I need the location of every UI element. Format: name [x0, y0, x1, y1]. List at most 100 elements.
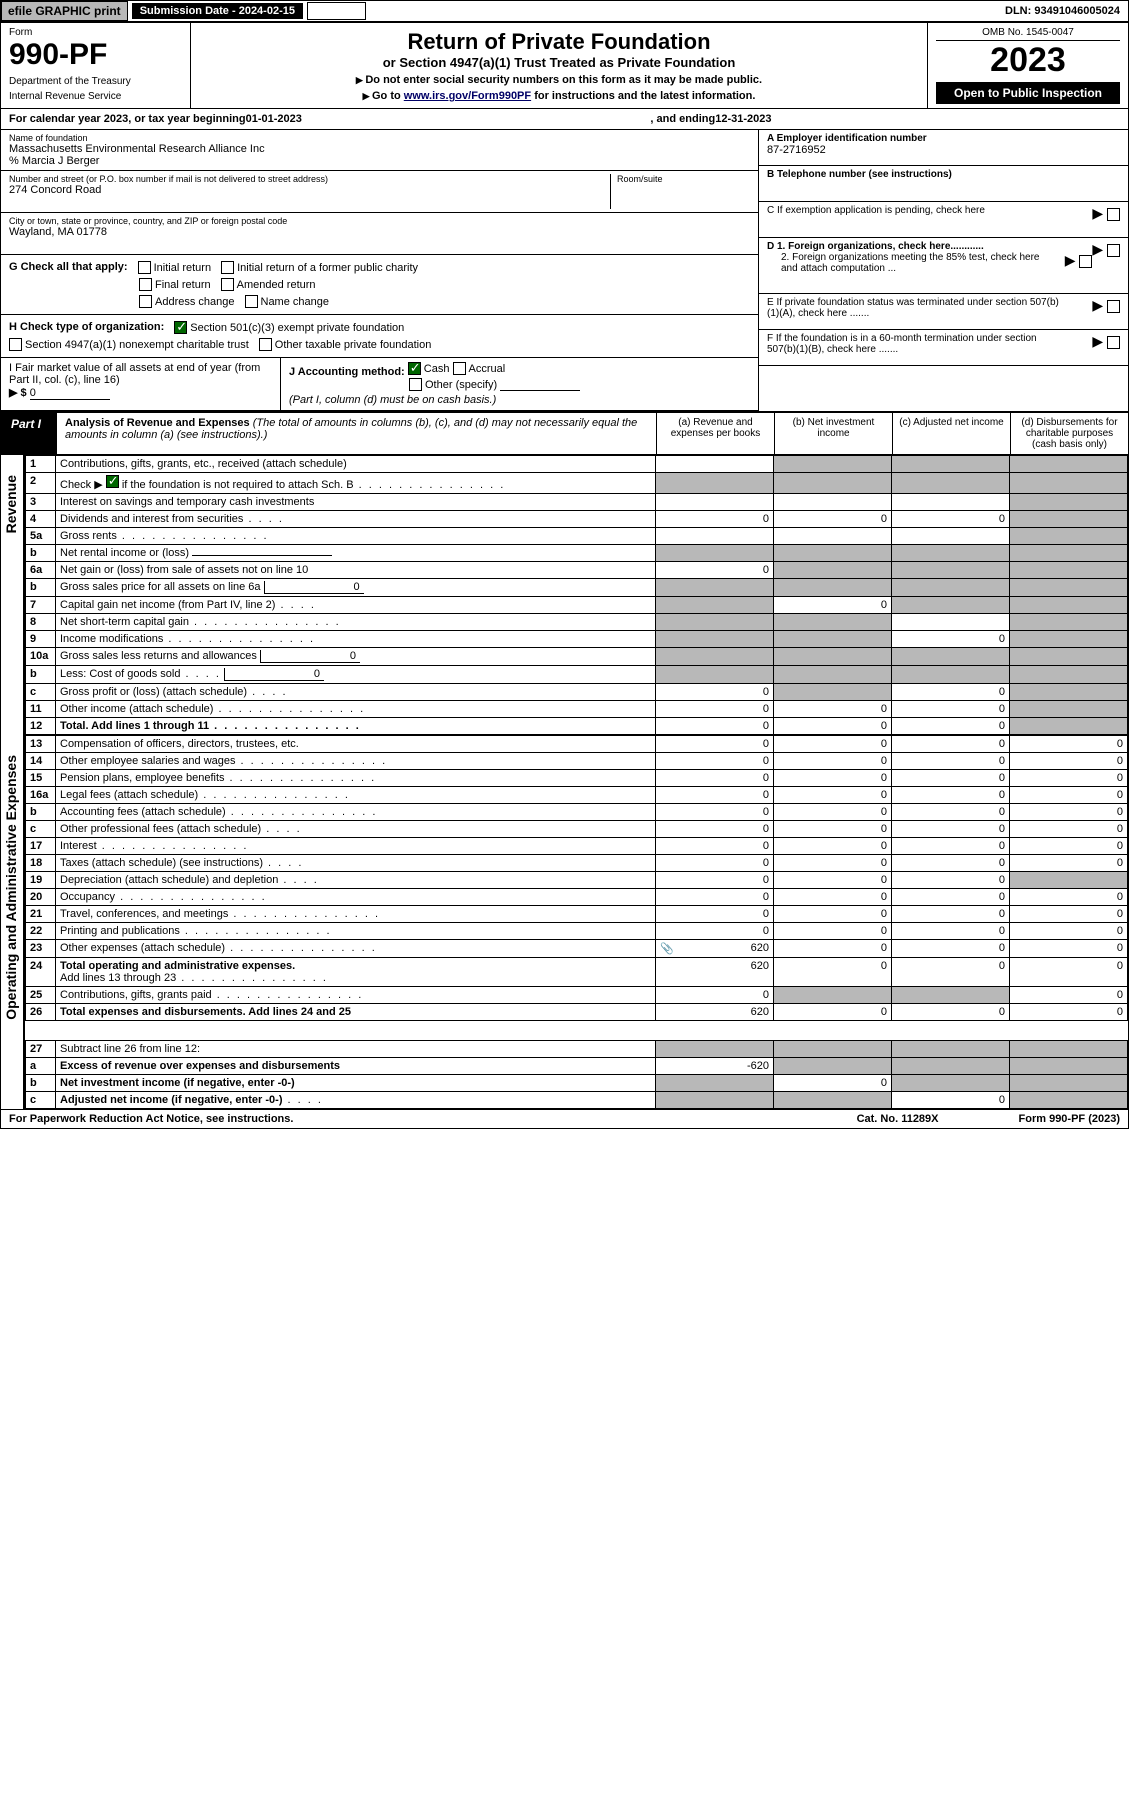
ein-label: A Employer identification number — [767, 133, 1120, 144]
part1-description: Analysis of Revenue and Expenses (The to… — [57, 413, 656, 454]
d2-label: 2. Foreign organizations meeting the 85%… — [767, 252, 1057, 274]
chk-other-taxable[interactable]: Other taxable private foundation — [259, 338, 432, 351]
row-6a: 6aNet gain or (loss) from sale of assets… — [26, 562, 1128, 579]
instruction-2: Go to www.irs.gov/Form990PF for instruct… — [201, 90, 917, 102]
row-3: 3Interest on savings and temporary cash … — [26, 494, 1128, 511]
efile-print-button[interactable]: efile GRAPHIC print — [1, 1, 128, 21]
telephone-label: B Telephone number (see instructions) — [767, 169, 1120, 180]
chk-amended-return[interactable]: Amended return — [221, 278, 316, 291]
instr2-post: for instructions and the latest informat… — [534, 90, 755, 102]
row-6b: bGross sales price for all assets on lin… — [26, 579, 1128, 597]
col-c-header: (c) Adjusted net income — [892, 413, 1010, 454]
chk-cash[interactable]: Cash — [408, 362, 450, 375]
row-4: 4Dividends and interest from securities0… — [26, 511, 1128, 528]
instruction-1: Do not enter social security numbers on … — [201, 74, 917, 86]
chk-initial-return[interactable]: Initial return — [138, 261, 211, 274]
d1-checkbox[interactable]: ▶ — [1092, 241, 1120, 258]
dln-value: DLN: 93491046005024 — [997, 3, 1128, 19]
c-label: C If exemption application is pending, c… — [767, 205, 985, 216]
col-d-header: (d) Disbursements for charitable purpose… — [1010, 413, 1128, 454]
row-14: 14Other employee salaries and wages0000 — [26, 753, 1128, 770]
submission-date-label: Submission Date - 2024-02-15 — [132, 3, 303, 19]
chk-4947a1[interactable]: Section 4947(a)(1) nonexempt charitable … — [9, 338, 249, 351]
row-22: 22Printing and publications0000 — [26, 923, 1128, 940]
g-check-row: G Check all that apply: Initial return I… — [1, 255, 758, 315]
row-5b: bNet rental income or (loss) — [26, 545, 1128, 562]
form-header: Form 990-PF Department of the Treasury I… — [1, 23, 1128, 109]
chk-sch-b[interactable] — [106, 475, 119, 488]
instr2-pre: Go to — [372, 90, 404, 102]
e-label: E If private foundation status was termi… — [767, 297, 1067, 319]
footer-cat: Cat. No. 11289X — [857, 1113, 939, 1125]
entity-left: Name of foundation Massachusetts Environ… — [1, 130, 758, 411]
f-checkbox[interactable]: ▶ — [1092, 333, 1120, 350]
h-label: H Check type of organization: — [9, 321, 164, 334]
address-cell: Number and street (or P.O. box number if… — [1, 171, 758, 213]
row-7: 7Capital gain net income (from Part IV, … — [26, 597, 1128, 614]
form-number: 990-PF — [9, 38, 182, 72]
cal-end: 12-31-2023 — [715, 113, 771, 125]
row-1: 1Contributions, gifts, grants, etc., rec… — [26, 456, 1128, 473]
chk-initial-former[interactable]: Initial return of a former public charit… — [221, 261, 418, 274]
footer-left: For Paperwork Reduction Act Notice, see … — [9, 1113, 293, 1125]
row-27a: aExcess of revenue over expenses and dis… — [26, 1057, 1128, 1074]
form990pf-link[interactable]: www.irs.gov/Form990PF — [404, 90, 531, 102]
row-27: 27Subtract line 26 from line 12: — [26, 1040, 1128, 1057]
e-checkbox[interactable]: ▶ — [1092, 297, 1120, 314]
part1-header: Part I Analysis of Revenue and Expenses … — [1, 411, 1128, 455]
d-cell: D 1. Foreign organizations, check here..… — [759, 238, 1128, 294]
foundation-name-label: Name of foundation — [9, 133, 750, 143]
chk-501c3[interactable]: Section 501(c)(3) exempt private foundat… — [174, 321, 404, 334]
chk-final-return[interactable]: Final return — [139, 278, 211, 291]
header-left: Form 990-PF Department of the Treasury I… — [1, 23, 191, 108]
entity-info-grid: Name of foundation Massachusetts Environ… — [1, 130, 1128, 411]
foundation-name-cell: Name of foundation Massachusetts Environ… — [1, 130, 758, 171]
row-15: 15Pension plans, employee benefits0000 — [26, 770, 1128, 787]
row-20: 20Occupancy0000 — [26, 889, 1128, 906]
form-title: Return of Private Foundation — [201, 29, 917, 55]
header-center: Return of Private Foundation or Section … — [191, 23, 928, 108]
col-b-header: (b) Net investment income — [774, 413, 892, 454]
row-16b: bAccounting fees (attach schedule)0000 — [26, 804, 1128, 821]
expenses-side-label: Operating and Administrative Expenses — [1, 735, 25, 1040]
row-10a: 10aGross sales less returns and allowanc… — [26, 648, 1128, 666]
i-arrow: ▶ $ — [9, 387, 27, 399]
submission-date-spacer — [307, 2, 366, 20]
chk-name-change[interactable]: Name change — [245, 295, 330, 308]
attachment-icon[interactable]: 📎 — [660, 942, 674, 955]
chk-other-method[interactable]: Other (specify) — [409, 378, 497, 391]
ij-row: I Fair market value of all assets at end… — [1, 358, 758, 411]
f-label: F If the foundation is in a 60-month ter… — [767, 333, 1067, 355]
expenses-table: 13Compensation of officers, directors, t… — [25, 735, 1128, 1021]
address-label: Number and street (or P.O. box number if… — [9, 174, 610, 184]
tax-year: 2023 — [936, 41, 1120, 80]
j-note: (Part I, column (d) must be on cash basi… — [289, 394, 496, 406]
net-table: 27Subtract line 26 from line 12: aExcess… — [25, 1040, 1128, 1109]
row-12: 12Total. Add lines 1 through 11000 — [26, 718, 1128, 735]
row-5a: 5aGross rents — [26, 528, 1128, 545]
row-26: 26Total expenses and disbursements. Add … — [26, 1004, 1128, 1021]
d2-checkbox[interactable]: ▶ — [1065, 252, 1093, 269]
part1-title: Analysis of Revenue and Expenses — [65, 417, 250, 429]
row-19: 19Depreciation (attach schedule) and dep… — [26, 872, 1128, 889]
chk-address-change[interactable]: Address change — [139, 295, 235, 308]
row-27b: bNet investment income (if negative, ent… — [26, 1074, 1128, 1091]
row-27c: cAdjusted net income (if negative, enter… — [26, 1091, 1128, 1108]
row-10c: cGross profit or (loss) (attach schedule… — [26, 684, 1128, 701]
row-21: 21Travel, conferences, and meetings0000 — [26, 906, 1128, 923]
i-label: I Fair market value of all assets at end… — [9, 362, 260, 386]
row-2: 2Check ▶ if the foundation is not requir… — [26, 473, 1128, 494]
c-checkbox[interactable]: ▶ — [1092, 205, 1120, 222]
department-label: Department of the Treasury — [9, 76, 182, 87]
telephone-cell: B Telephone number (see instructions) — [759, 166, 1128, 202]
row-23: 23Other expenses (attach schedule)📎62000… — [26, 940, 1128, 958]
city-label: City or town, state or province, country… — [9, 216, 750, 226]
d1-label: D 1. Foreign organizations, check here..… — [767, 241, 984, 252]
room-label: Room/suite — [617, 174, 750, 184]
chk-accrual[interactable]: Accrual — [453, 362, 506, 375]
form-word: Form — [9, 27, 182, 38]
cal-pre: For calendar year 2023, or tax year begi… — [9, 113, 246, 125]
part1-tag: Part I — [1, 413, 57, 454]
row-17: 17Interest0000 — [26, 838, 1128, 855]
entity-right: A Employer identification number 87-2716… — [758, 130, 1128, 411]
